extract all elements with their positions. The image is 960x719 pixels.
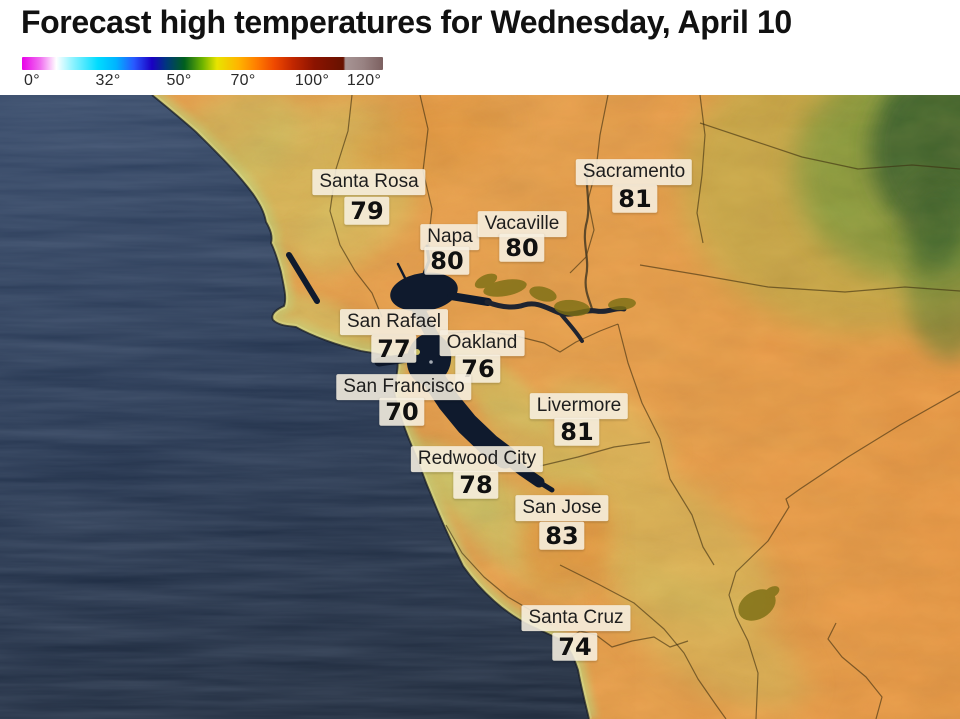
page-title: Forecast high temperatures for Wednesday…	[21, 4, 792, 40]
legend-tick: 32°	[95, 72, 121, 89]
header: Forecast high temperatures for Wednesday…	[0, 0, 960, 95]
sacramento-river	[583, 164, 594, 310]
san-pablo-bay	[390, 272, 458, 312]
legend-tick: 70°	[230, 72, 256, 89]
bay-area-terrain-map	[0, 94, 960, 719]
marshland	[474, 273, 780, 621]
treasure-island	[429, 360, 433, 364]
legend-tick: 50°	[166, 72, 192, 89]
legend-tick: 0°	[24, 72, 40, 89]
legend-tick: 100°	[294, 72, 330, 89]
forecast-map	[0, 94, 960, 719]
legend-tick: 120°	[346, 72, 382, 89]
temperature-color-scale	[22, 57, 383, 70]
legend-tick-labels: 0° 32° 50° 70° 100° 120°	[0, 72, 420, 94]
carquinez-strait	[447, 292, 492, 306]
golden-gate-strait	[374, 352, 419, 367]
delta	[474, 273, 780, 621]
tomales-bay	[286, 252, 320, 304]
angel-island	[414, 349, 420, 355]
